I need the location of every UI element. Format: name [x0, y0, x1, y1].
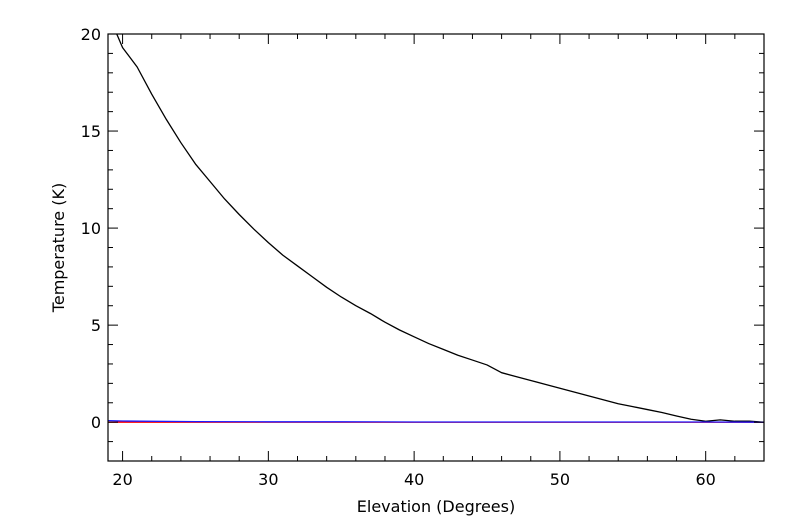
y-tick-label: 10 [81, 219, 101, 238]
tick-labels-layer: 20 30 40 50 60 0 5 10 15 20 [81, 25, 716, 489]
x-tick-label: 60 [696, 470, 716, 489]
series-line-1 [116, 33, 765, 423]
ticks-layer [108, 33, 765, 462]
x-tick-label: 40 [404, 470, 424, 489]
x-tick-label: 30 [258, 470, 278, 489]
series-line-3 [107, 419, 765, 423]
series-layer [107, 33, 765, 423]
y-tick-label: 5 [91, 316, 101, 335]
x-axis-title: Elevation (Degrees) [357, 497, 515, 516]
y-tick-label: 20 [81, 25, 101, 44]
plot-frame [107, 33, 765, 462]
y-tick-label: 15 [81, 122, 101, 141]
y-tick-label: 0 [91, 413, 101, 432]
y-axis-title: Temperature (K) [49, 183, 68, 313]
x-tick-label: 50 [550, 470, 570, 489]
x-tick-label: 20 [112, 470, 132, 489]
